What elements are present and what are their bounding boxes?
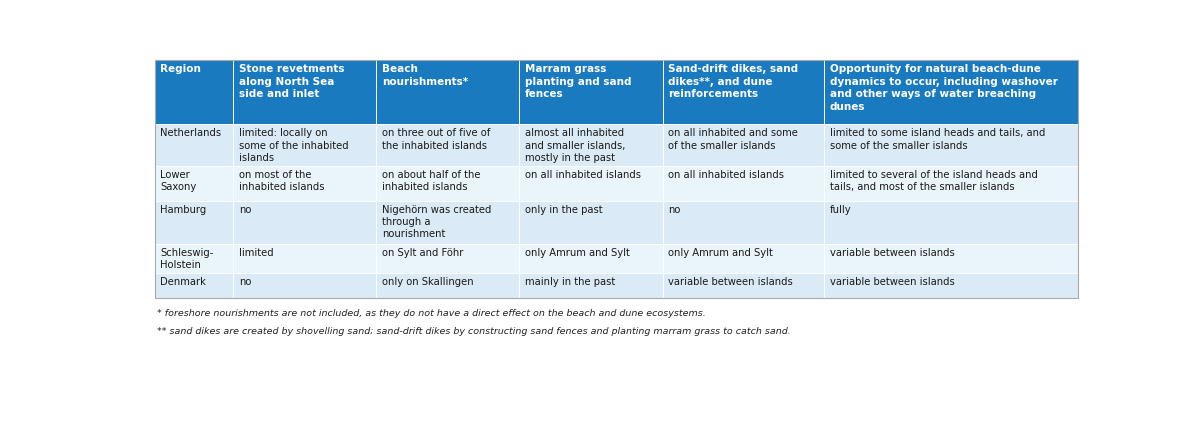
Text: ** sand dikes are created by shovelling sand; sand-drift dikes by constructing s: ** sand dikes are created by shovelling … [156,327,791,336]
Text: on most of the
inhabited islands: on most of the inhabited islands [239,170,324,192]
Text: Schleswig-
Holstein: Schleswig- Holstein [160,248,214,270]
Text: variable between islands: variable between islands [829,277,954,287]
Bar [662,200,824,244]
Text: on all inhabited islands: on all inhabited islands [524,170,641,180]
Bar [824,244,1078,273]
Bar [824,273,1078,298]
Text: Denmark: Denmark [160,277,206,287]
Bar [377,166,520,200]
Text: on Sylt and Föhr: on Sylt and Föhr [382,248,463,258]
Bar [155,166,233,200]
Bar [155,200,233,244]
Bar [233,200,377,244]
Text: limited to several of the island heads and
tails, and most of the smaller island: limited to several of the island heads a… [829,170,1038,192]
Bar [155,244,233,273]
Text: no: no [668,205,680,215]
Bar [824,200,1078,244]
Bar [377,124,520,166]
Bar [824,124,1078,166]
Text: Region: Region [160,64,202,74]
Bar [155,124,233,166]
Bar [662,166,824,200]
Text: no: no [239,277,251,287]
Bar [377,60,520,124]
Bar [233,124,377,166]
Bar [155,273,233,298]
Text: Lower
Saxony: Lower Saxony [160,170,197,192]
Text: on three out of five of
the inhabited islands: on three out of five of the inhabited is… [382,129,491,151]
Bar [233,273,377,298]
Bar [520,200,662,244]
Text: variable between islands: variable between islands [668,277,793,287]
Bar [377,244,520,273]
Bar [520,60,662,124]
Bar [662,273,824,298]
Text: only Amrum and Sylt: only Amrum and Sylt [524,248,630,258]
Bar [662,60,824,124]
Bar [520,273,662,298]
Bar [377,273,520,298]
Bar [662,244,824,273]
Bar [377,200,520,244]
Text: almost all inhabited
and smaller islands,
mostly in the past: almost all inhabited and smaller islands… [524,129,625,163]
Text: only Amrum and Sylt: only Amrum and Sylt [668,248,773,258]
Text: no: no [239,205,251,215]
Bar [233,244,377,273]
Text: Marram grass
planting and sand
fences: Marram grass planting and sand fences [524,64,631,99]
Bar [824,60,1078,124]
Bar [662,124,824,166]
Text: Stone revetments
along North Sea
side and inlet: Stone revetments along North Sea side an… [239,64,344,99]
Bar [233,60,377,124]
Text: Beach
nourishments*: Beach nourishments* [382,64,468,87]
Bar [155,60,233,124]
Text: fully: fully [829,205,851,215]
Bar [155,60,1078,298]
Bar [520,244,662,273]
Text: limited: locally on
some of the inhabited
islands: limited: locally on some of the inhabite… [239,129,348,163]
Text: limited to some island heads and tails, and
some of the smaller islands: limited to some island heads and tails, … [829,129,1045,151]
Text: Hamburg: Hamburg [160,205,206,215]
Text: on all inhabited islands: on all inhabited islands [668,170,784,180]
Text: Nigehörn was created
through a
nourishment: Nigehörn was created through a nourishme… [382,205,491,240]
Bar [824,166,1078,200]
Bar [233,166,377,200]
Text: on about half of the
inhabited islands: on about half of the inhabited islands [382,170,480,192]
Text: variable between islands: variable between islands [829,248,954,258]
Bar [520,124,662,166]
Bar [520,166,662,200]
Text: Sand-drift dikes, sand
dikes**, and dune
reinforcements: Sand-drift dikes, sand dikes**, and dune… [668,64,798,99]
Text: only in the past: only in the past [524,205,602,215]
Text: * foreshore nourishments are not included, as they do not have a direct effect o: * foreshore nourishments are not include… [156,309,706,318]
Text: mainly in the past: mainly in the past [524,277,616,287]
Text: Opportunity for natural beach-dune
dynamics to occur, including washover
and oth: Opportunity for natural beach-dune dynam… [829,64,1057,112]
Text: limited: limited [239,248,274,258]
Text: on all inhabited and some
of the smaller islands: on all inhabited and some of the smaller… [668,129,798,151]
Text: only on Skallingen: only on Skallingen [382,277,474,287]
Text: Netherlands: Netherlands [160,129,221,138]
